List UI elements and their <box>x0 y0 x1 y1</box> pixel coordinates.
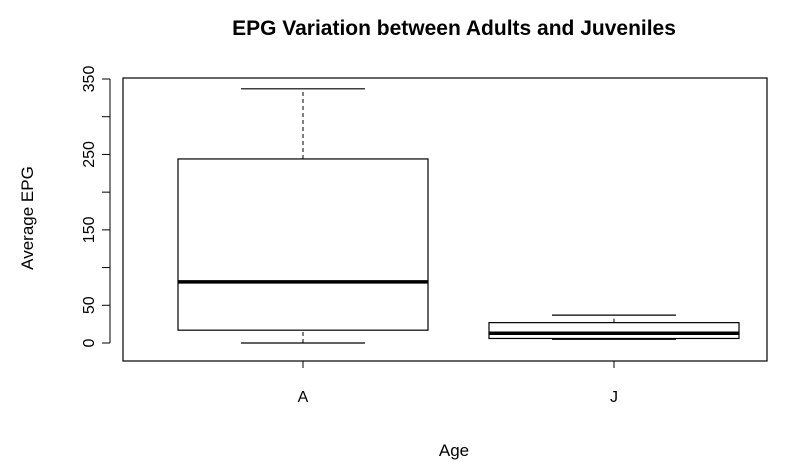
x-tick-label: A <box>298 389 309 406</box>
boxes <box>177 88 740 344</box>
y-tick-label: 150 <box>81 216 98 243</box>
y-tick-label: 350 <box>81 66 98 93</box>
x-tick-label: J <box>610 389 618 406</box>
y-tick-label: 50 <box>81 296 98 314</box>
box-J <box>488 314 740 340</box>
x-axis-label: Age <box>439 441 469 460</box>
y-tick-label: 250 <box>81 141 98 168</box>
y-axis-label: Average EPG <box>18 166 37 270</box>
box-A <box>177 88 429 344</box>
iqr-box <box>177 158 429 331</box>
y-tick-label: 0 <box>81 338 98 347</box>
iqr-box <box>488 322 740 340</box>
chart-title: EPG Variation between Adults and Juvenil… <box>232 17 676 40</box>
y-axis: 0 50 150 250 350 <box>81 66 111 347</box>
plot-area <box>122 77 768 362</box>
